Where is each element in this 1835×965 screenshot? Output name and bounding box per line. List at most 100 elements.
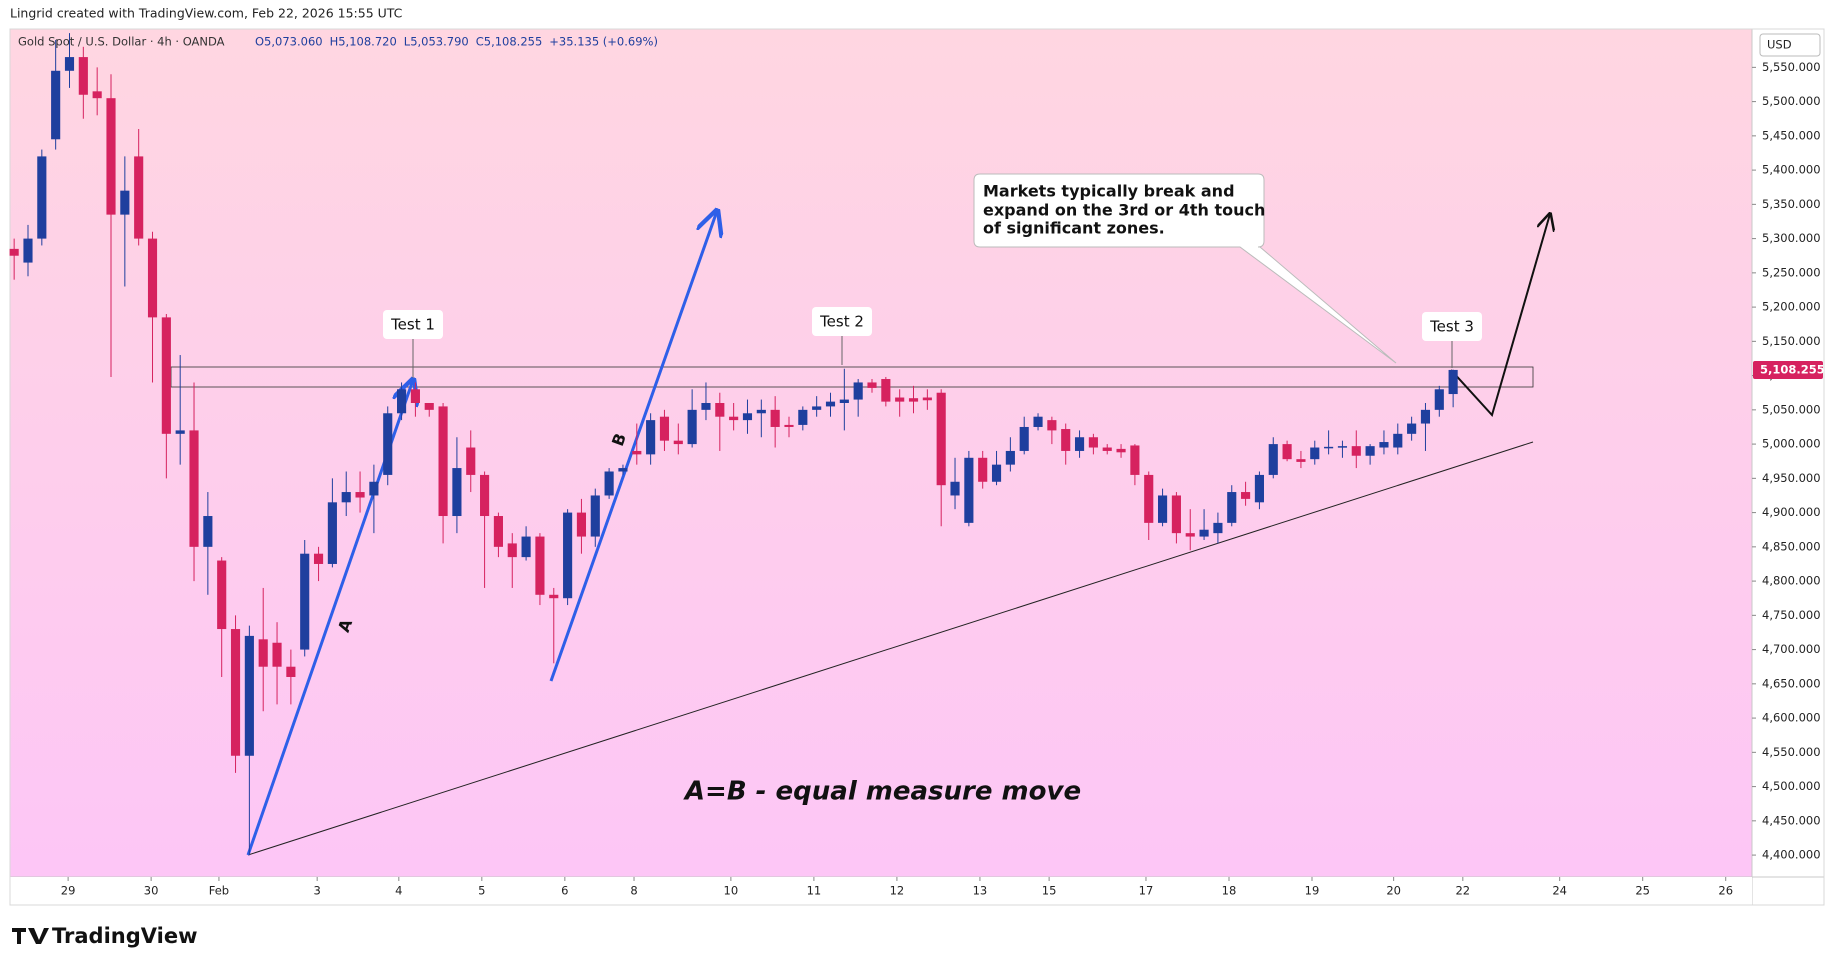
x-tick-label: 6 [561, 884, 568, 898]
candle-body [1047, 420, 1057, 431]
candle-body [120, 190, 130, 215]
price-axis [1752, 29, 1824, 905]
x-tick-label: 10 [724, 884, 739, 898]
y-tick-label: 4,750.000 [1762, 608, 1821, 622]
callout-line: of significant zones. [983, 219, 1165, 238]
candle-body [922, 397, 932, 401]
trendline [247, 441, 1534, 856]
candle-body [756, 409, 766, 414]
symbol: Gold Spot / U.S. Dollar · 4h · OANDA [18, 35, 225, 49]
candle-body [452, 468, 462, 517]
candle-body [867, 382, 877, 388]
caption: A=B - equal measure move [683, 777, 1081, 807]
candle-body [64, 57, 75, 71]
candle-body [1102, 447, 1112, 451]
x-tick-label: 4 [395, 884, 402, 898]
candle-body [189, 430, 199, 547]
test-label: Test 1 [390, 316, 435, 334]
candle-body [1310, 447, 1320, 460]
y-tick-label: 5,500.000 [1762, 94, 1821, 108]
candle-body [92, 91, 102, 99]
x-tick-label: 13 [973, 884, 988, 898]
y-tick-label: 4,500.000 [1762, 779, 1821, 793]
x-tick-label: 30 [144, 884, 159, 898]
candle-body [1199, 529, 1209, 537]
candle-body [659, 416, 670, 441]
candle-body [535, 536, 545, 595]
candle-body [313, 553, 324, 564]
candle-body [1407, 423, 1417, 434]
ohlc-value: O5,073.060 [255, 35, 323, 49]
leg-b-arrow [549, 211, 717, 682]
candle-body [978, 457, 988, 482]
attribution: Lingrid created with TradingView.com, Fe… [10, 6, 403, 21]
candle-body [1365, 446, 1375, 456]
candle-body [300, 553, 310, 650]
candle-body [964, 457, 974, 523]
x-tick-label: 12 [890, 884, 905, 898]
candle-body [9, 248, 19, 256]
candle-body [1324, 446, 1334, 449]
candle-body [687, 409, 697, 445]
ohlc-value: H5,108.720 [330, 35, 397, 49]
candle-body [1158, 495, 1168, 523]
candle-body [1448, 369, 1458, 395]
callout-line: Markets typically break and [983, 182, 1235, 201]
x-tick-label: 8 [630, 884, 637, 898]
candle-body [1254, 474, 1264, 503]
candle-body [341, 492, 351, 503]
candle-body [1420, 409, 1431, 424]
candle-body [230, 629, 241, 756]
candle-body [286, 666, 296, 677]
candle-body [950, 481, 960, 496]
candle-body [1296, 459, 1306, 462]
candle-body [355, 492, 365, 498]
ohlc-value: L5,053.790 [404, 35, 469, 49]
frame [9, 28, 1825, 906]
candle-body [161, 317, 171, 434]
x-tick-label: Feb [209, 884, 229, 898]
candle-body [770, 409, 780, 427]
candle-body [1088, 437, 1098, 448]
y-tick-label: 5,250.000 [1762, 265, 1821, 279]
test-box [383, 310, 443, 339]
y-tick-label: 4,650.000 [1762, 676, 1821, 690]
y-tick-label: 5,000.000 [1762, 437, 1821, 451]
y-tick-label: 5,450.000 [1762, 128, 1821, 142]
candle-body [1130, 445, 1140, 475]
ohlc-legend: O5,073.060 H5,108.720 L5,053.790 C5,108.255… [255, 35, 658, 49]
candle-body [1227, 492, 1237, 523]
candle-body [881, 379, 891, 402]
candle-body [1351, 446, 1361, 456]
candle-body [812, 406, 822, 410]
candle-body [825, 401, 836, 407]
candle-body [383, 413, 393, 475]
y-tick-label: 4,700.000 [1762, 642, 1821, 656]
candle-body [715, 402, 725, 417]
x-tick-label: 24 [1552, 884, 1567, 898]
brand: TradingView [52, 924, 197, 948]
candle-body [397, 389, 407, 414]
candle-body [936, 392, 946, 486]
candle-body [908, 398, 919, 402]
candle-body [258, 639, 268, 667]
currency-box [1759, 33, 1821, 57]
candle-body [466, 447, 476, 475]
candle-body [895, 397, 905, 402]
candle-body [991, 464, 1002, 482]
leg-b-label: B [608, 431, 630, 449]
candle-body [51, 70, 61, 140]
candle-body [1061, 429, 1071, 451]
test-box [812, 307, 872, 336]
candle-body [369, 481, 379, 496]
candle-body [424, 402, 434, 410]
x-tick-label: 26 [1718, 884, 1733, 898]
x-tick-label: 29 [61, 884, 76, 898]
candle-body [576, 512, 587, 537]
candle-body [1116, 448, 1126, 453]
candle-body [853, 382, 863, 400]
candle-body [480, 474, 490, 517]
x-tick-label: 11 [807, 884, 822, 898]
currency: USD [1767, 38, 1792, 52]
x-tick-label: 22 [1455, 884, 1470, 898]
